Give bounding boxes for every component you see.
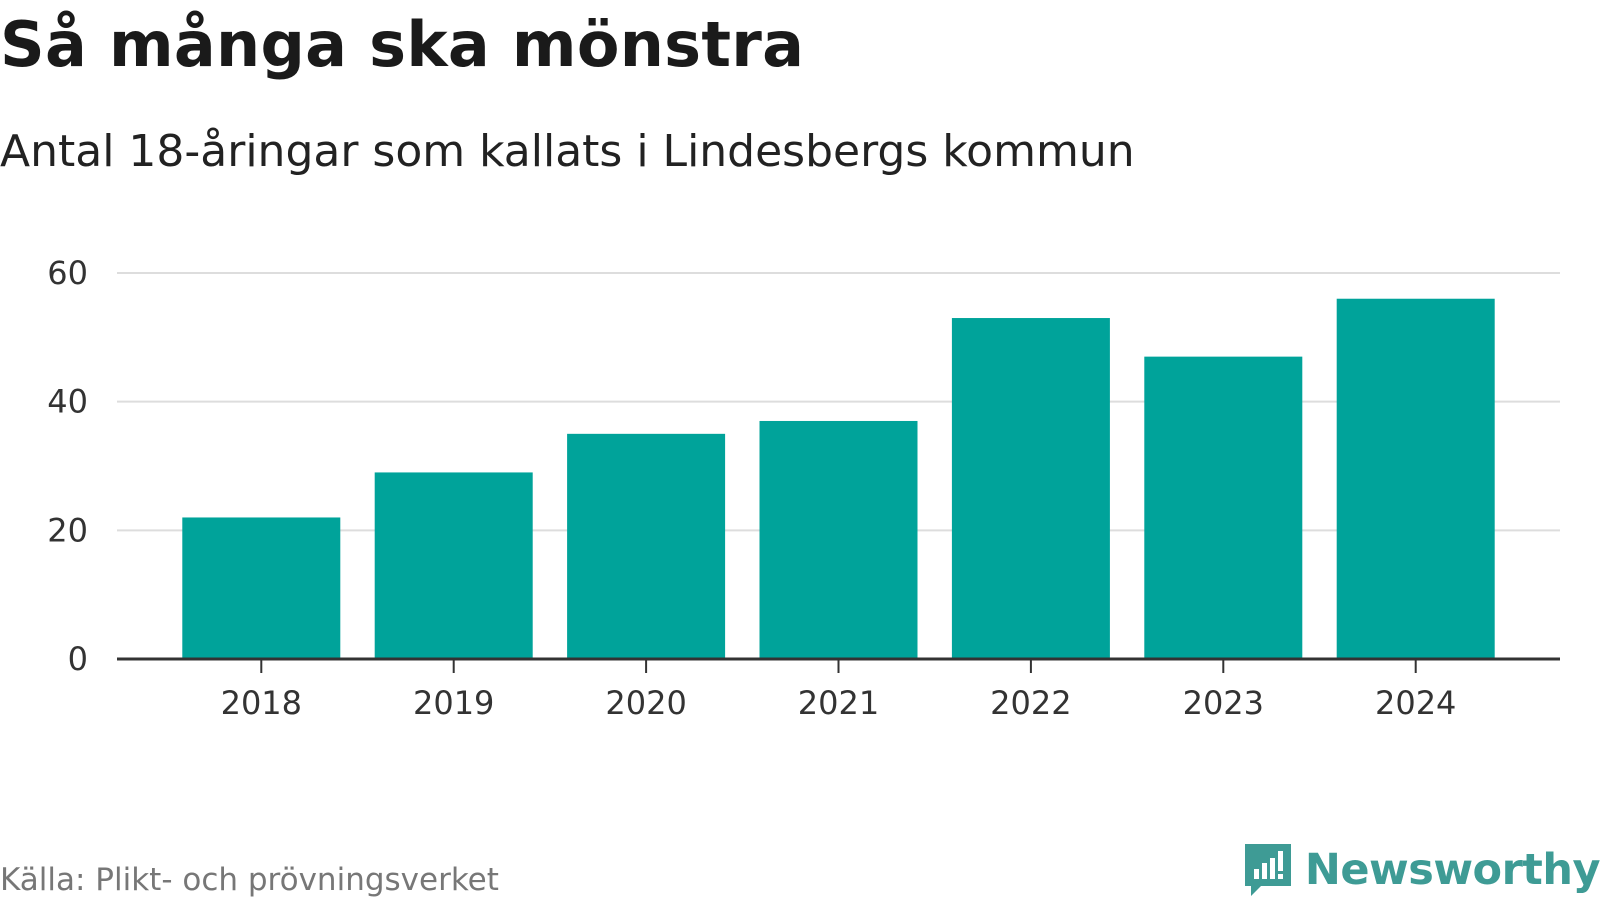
bar-2019 <box>374 472 533 659</box>
chart-subtitle: Antal 18-åringar som kallats i Lindesber… <box>0 126 1135 177</box>
bar-2023 <box>1144 356 1303 659</box>
x-tick-label-2024: 2024 <box>1375 684 1456 722</box>
bar-2020 <box>567 433 726 659</box>
x-tick-label-2018: 2018 <box>221 684 302 722</box>
bar-2024 <box>1336 298 1495 659</box>
y-tick-label-60: 60 <box>47 254 88 292</box>
brand-logo-lockup[interactable]: Newsworthy <box>1243 842 1600 898</box>
newsworthy-bar-chart-icon <box>1244 844 1291 896</box>
y-tick-label-0: 0 <box>68 640 88 678</box>
x-tick-label-2019: 2019 <box>413 684 494 722</box>
y-tick-label-20: 20 <box>47 511 88 549</box>
chart-title: Så många ska mönstra <box>0 8 805 81</box>
axes: 0 20 40 60 2018 2019 2020 2021 2022 2023 2024 <box>47 254 1560 722</box>
brand-name: Newsworthy <box>1304 845 1600 895</box>
bar-2022 <box>951 318 1110 659</box>
bar-2018 <box>182 517 341 659</box>
bar-2021 <box>759 420 918 659</box>
x-tick-label-2021: 2021 <box>798 684 879 722</box>
x-tick-label-2023: 2023 <box>1183 684 1264 722</box>
y-tick-label-40: 40 <box>47 383 88 421</box>
source-note: Källa: Plikt- och prövningsverket <box>0 862 499 898</box>
x-tick-label-2022: 2022 <box>990 684 1071 722</box>
bars <box>182 298 1495 659</box>
x-tick-label-2020: 2020 <box>605 684 686 722</box>
